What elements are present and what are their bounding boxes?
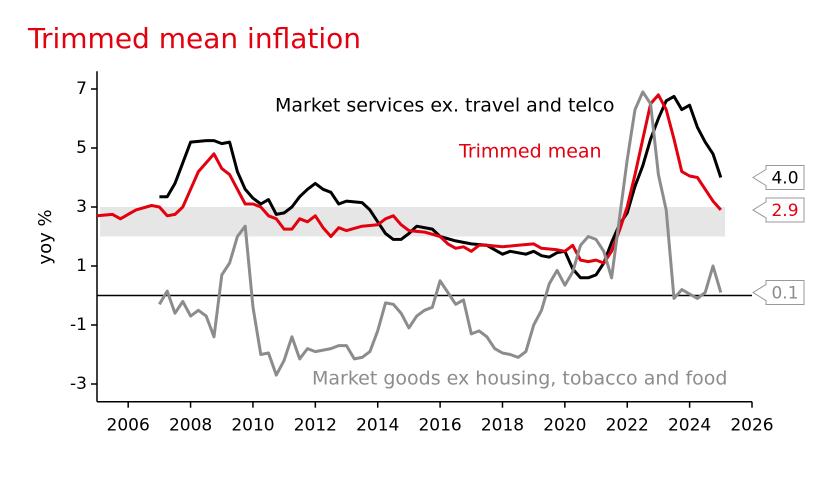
x-tick-label: 2014 xyxy=(356,416,399,436)
x-tick-label: 2026 xyxy=(730,416,773,436)
x-tick-label: 2024 xyxy=(668,416,711,436)
series-label: Trimmed mean xyxy=(458,141,602,163)
x-tick-label: 2016 xyxy=(418,416,461,436)
x-tick-label: 2022 xyxy=(606,416,649,436)
end-label-box xyxy=(752,197,805,223)
end-label: 0.1 xyxy=(771,284,798,304)
y-tick-label: -1 xyxy=(70,315,87,335)
series-line xyxy=(158,90,723,377)
y-tick-label: 3 xyxy=(76,197,87,217)
series-label: Market services ex. travel and telco xyxy=(275,95,614,117)
end-label-box xyxy=(752,165,805,190)
y-tick-label: -3 xyxy=(70,374,87,394)
series-line xyxy=(159,94,723,280)
x-tick-label: 2008 xyxy=(169,416,212,436)
x-tick-label: 2006 xyxy=(107,416,150,436)
x-tick-label: 2018 xyxy=(481,416,524,436)
x-tick-label: 2020 xyxy=(543,416,586,436)
end-label: 4.0 xyxy=(771,169,798,189)
x-tick-label: 2012 xyxy=(294,416,337,436)
y-tick-label: 5 xyxy=(76,138,87,158)
x-tick-label: 2010 xyxy=(231,416,274,436)
y-tick-label: 7 xyxy=(76,79,87,99)
end-label-box xyxy=(752,280,805,306)
series-line xyxy=(96,93,722,265)
y-axis-label: yoy % xyxy=(35,209,56,264)
y-tick-label: 1 xyxy=(76,256,87,276)
chart-title: Trimmed mean inflation xyxy=(27,22,361,55)
end-label: 2.9 xyxy=(771,201,798,221)
series-label: Market goods ex housing, tobacco and foo… xyxy=(312,368,728,390)
